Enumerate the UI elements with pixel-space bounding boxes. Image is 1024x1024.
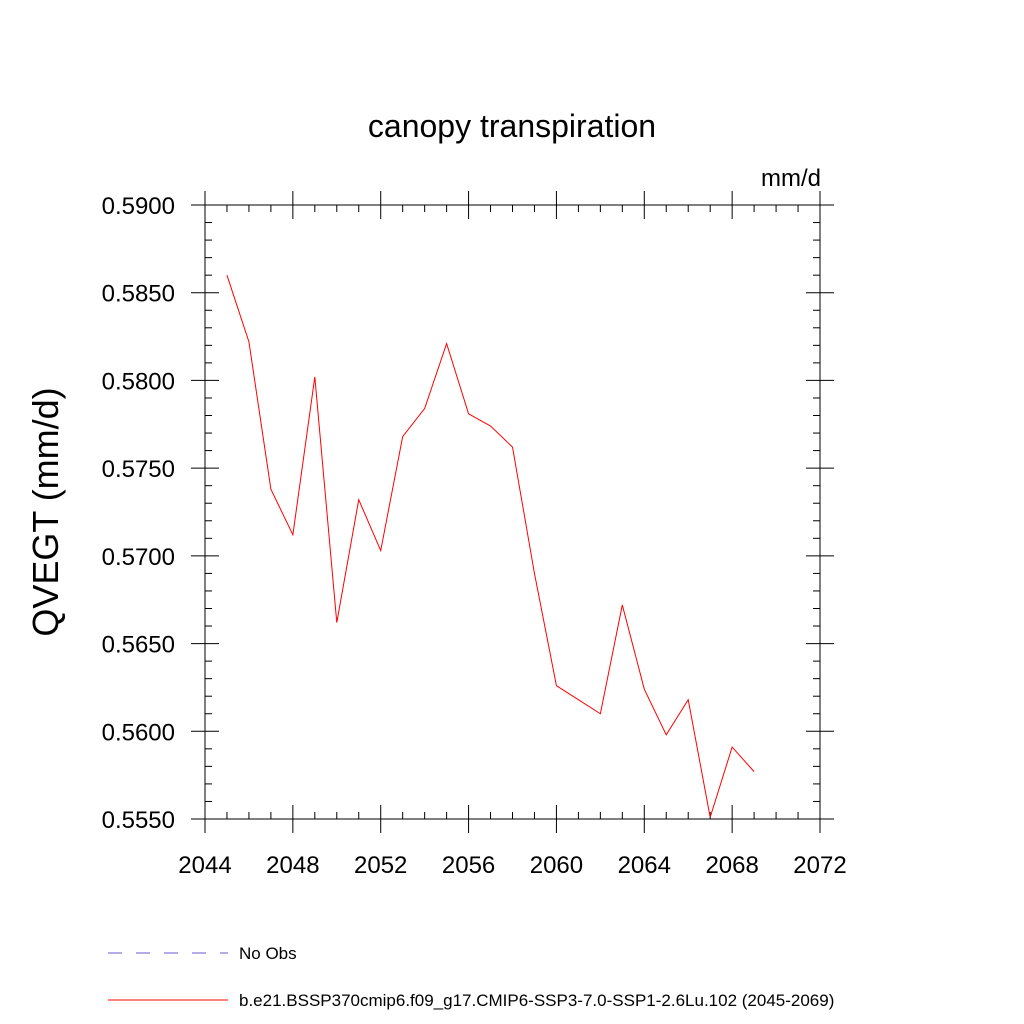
legend: No Obs b.e21.BSSP370cmip6.f09_g17.CMIP6-… [108, 944, 834, 1010]
units-label: mm/d [761, 165, 821, 192]
axis-ticks [191, 191, 834, 833]
x-tick-labels: 2044 2048 2052 2056 2060 2064 2068 2072 [178, 852, 846, 879]
y-axis-label: QVEGT (mm/d) [25, 387, 66, 636]
series-line-0 [226, 275, 755, 818]
x-tick-label: 2064 [618, 852, 671, 879]
y-tick-label: 0.5850 [102, 281, 175, 308]
plot-frame [204, 204, 821, 820]
y-tick-label: 0.5750 [102, 456, 175, 483]
x-tick-label: 2052 [354, 852, 407, 879]
y-tick-label: 0.5700 [102, 544, 175, 571]
y-tick-label: 0.5650 [102, 632, 175, 659]
x-tick-label: 2056 [442, 852, 495, 879]
x-tick-label: 2068 [705, 852, 758, 879]
x-tick-label: 2048 [266, 852, 319, 879]
y-tick-label: 0.5550 [102, 807, 175, 834]
y-tick-labels: 0.5550 0.5600 0.5650 0.5700 0.5750 0.5800 0.58… [102, 193, 175, 834]
legend-label-no-obs: No Obs [239, 944, 297, 963]
x-tick-label: 2072 [793, 852, 846, 879]
chart-title: canopy transpiration [368, 108, 656, 144]
series-lines [226, 275, 755, 818]
y-tick-label: 0.5900 [102, 193, 175, 220]
y-tick-label: 0.5800 [102, 368, 175, 395]
legend-label-series: b.e21.BSSP370cmip6.f09_g17.CMIP6-SSP3-7.… [239, 991, 834, 1010]
y-tick-label: 0.5600 [102, 719, 175, 746]
x-tick-label: 2060 [530, 852, 583, 879]
x-tick-label: 2044 [178, 852, 231, 879]
